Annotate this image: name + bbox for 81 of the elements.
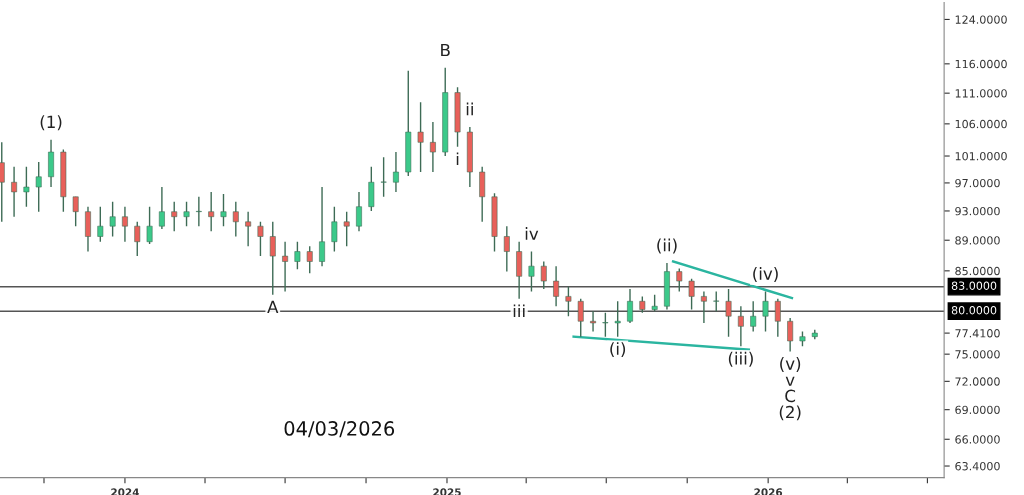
candlestick [380, 156, 387, 198]
candlestick [245, 210, 252, 247]
candlestick [701, 290, 707, 324]
candlestick [11, 165, 17, 218]
candlestick [183, 201, 190, 227]
annotation: B [441, 43, 450, 57]
y-tick-label: 66.0000 [955, 435, 1000, 444]
candlestick [97, 205, 104, 243]
y-tick-label: 93.0000 [955, 206, 1000, 216]
candlestick [208, 191, 215, 233]
candlestick [158, 186, 165, 230]
candlestick [23, 165, 30, 208]
y-tick-label: 77.4100 [955, 329, 1000, 338]
candlestick [171, 201, 178, 233]
candlestick [319, 186, 325, 267]
candlestick [602, 312, 609, 338]
candlestick [688, 278, 695, 311]
candlestick [393, 151, 399, 193]
annotation: (v) v C (2) [779, 357, 801, 421]
candlestick [356, 191, 362, 233]
candlestick [774, 298, 781, 338]
candlestick [306, 245, 313, 274]
annotation: i [456, 152, 459, 166]
candlestick [122, 205, 128, 243]
annotation: (ii) [657, 238, 677, 254]
annotation: A [267, 300, 279, 313]
annotation: iii [513, 304, 525, 318]
candlestick [676, 267, 683, 293]
candlestick [257, 221, 264, 257]
y-tick-label: 111.0000 [955, 89, 1007, 98]
annotation: (i) [610, 342, 626, 358]
ref-line-label: 80.0000 [951, 306, 997, 315]
annotation: 04/03/2026 [284, 421, 395, 438]
y-tick-label: 101.0000 [955, 151, 1007, 161]
candlestick [220, 193, 227, 227]
annotation: iv [525, 227, 539, 240]
candlestick [109, 201, 116, 238]
y-tick-label: 72.0000 [955, 377, 1000, 386]
candlestick [553, 265, 560, 307]
candlestick [750, 300, 757, 333]
annotation: (1) [40, 115, 62, 131]
candlestick [614, 300, 621, 338]
candlestick [725, 288, 732, 338]
candlestick [577, 298, 584, 338]
candlestick [787, 317, 794, 353]
candlestick [343, 210, 350, 247]
y-tick-label: 89.0000 [955, 236, 1000, 245]
y-tick-label: 116.0000 [955, 59, 1007, 69]
candlestick [590, 310, 596, 333]
candlestick [232, 201, 239, 238]
y-tick-label: 97.0000 [955, 178, 1000, 188]
y-tick-label: 63.4000 [955, 462, 1000, 471]
y-tick-label: 69.0000 [955, 405, 1000, 415]
candlestick [762, 290, 769, 333]
candlestick [195, 196, 202, 227]
y-tick-label: 75.0000 [955, 350, 1000, 359]
candlestick [35, 161, 42, 213]
candlestick [429, 121, 436, 173]
y-tick-label: 85.0000 [955, 266, 1000, 276]
candlestick [627, 288, 633, 324]
candlestick [72, 196, 79, 227]
candlestick [528, 250, 535, 293]
y-tick-label: 124.0000 [955, 15, 1007, 24]
candlestick [0, 141, 5, 223]
candlestick [713, 290, 720, 312]
candlestick [565, 285, 572, 317]
candlestick [331, 205, 338, 253]
candlestick [294, 241, 301, 270]
candlestick [146, 205, 153, 245]
candlestick [282, 241, 289, 293]
candlestick [417, 101, 424, 173]
candlestick [134, 221, 141, 257]
annotation: (iv) [753, 267, 778, 282]
y-tick-label: 106.0000 [955, 119, 1007, 129]
annotation: ii [466, 102, 473, 116]
annotation: (iii) [728, 351, 753, 367]
candlestick [503, 225, 510, 273]
candlestick [540, 260, 547, 290]
candlestick [269, 221, 276, 296]
ref-line-label: 83.0000 [951, 281, 997, 290]
candlestick [737, 305, 744, 347]
